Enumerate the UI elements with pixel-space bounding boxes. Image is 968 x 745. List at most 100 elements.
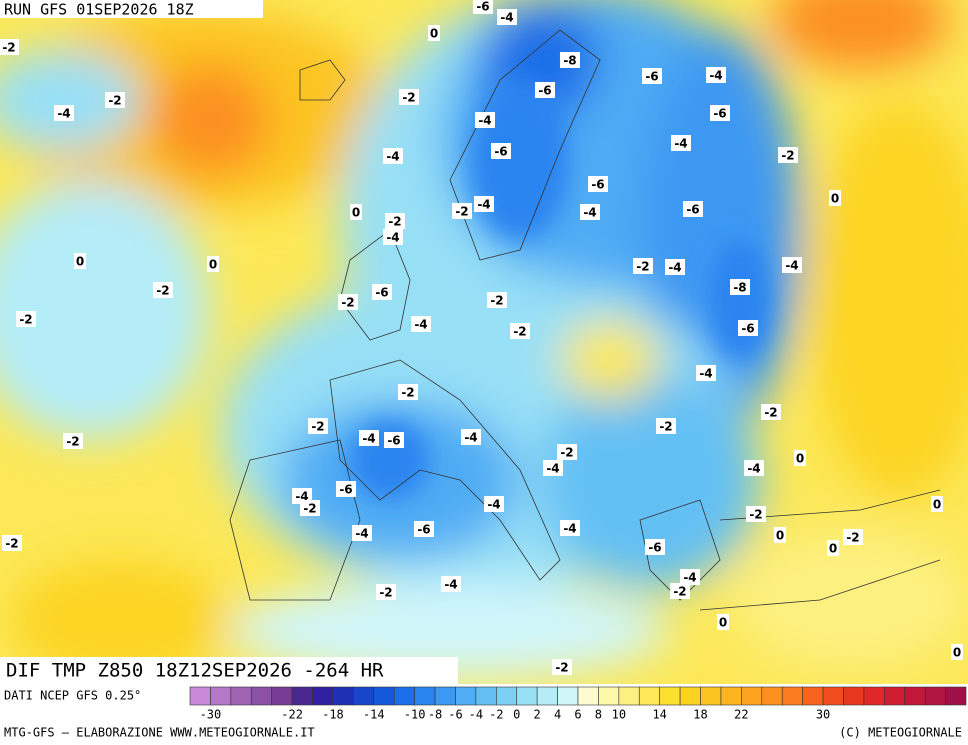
colorbar-tick-label: -22 (281, 708, 303, 722)
contour-label: -4 (386, 231, 399, 245)
contour-label: 0 (953, 646, 961, 660)
label-bg (633, 258, 653, 274)
colorbar-swatch (781, 686, 803, 706)
contour-label: -4 (563, 522, 576, 536)
colorbar-swatch (210, 686, 232, 706)
label-bg (2, 535, 22, 551)
contour-label: 0 (209, 258, 217, 272)
label-bg (352, 525, 372, 541)
contour-label: -2 (108, 94, 121, 108)
contour-label: -6 (686, 203, 699, 217)
colorbar-swatch (393, 686, 415, 706)
colorbar-swatch (945, 686, 967, 706)
label-bg (398, 384, 418, 400)
contour-label: -2 (379, 586, 392, 600)
label-bg (497, 9, 517, 25)
label-bg (384, 432, 404, 448)
label-bg (794, 450, 806, 466)
colorbar-swatch (189, 686, 211, 706)
label-bg (588, 176, 608, 192)
colorbar-swatch (332, 686, 354, 706)
contour-label: -2 (156, 284, 169, 298)
contour-label: -4 (709, 69, 722, 83)
label-bg (16, 311, 36, 327)
colorbar-swatch (291, 686, 313, 706)
label-bg (951, 644, 963, 660)
contour-label: -2 (341, 296, 354, 310)
label-bg (399, 89, 419, 105)
label-bg (105, 92, 125, 108)
contour-label: -2 (560, 446, 573, 460)
colorbar-swatch (924, 686, 946, 706)
colorbar-swatch (496, 686, 518, 706)
colorbar-tick-label: 0 (513, 708, 520, 722)
contour-label: -4 (444, 578, 457, 592)
colorbar-swatch (434, 686, 456, 706)
colorbar-swatch (884, 686, 906, 706)
label-bg (484, 496, 504, 512)
label-bg (543, 460, 563, 476)
colorbar-swatch (577, 686, 599, 706)
label-bg (671, 135, 691, 151)
colorbar-tick-label: -18 (322, 708, 344, 722)
label-bg (560, 52, 580, 68)
colorbar: -30 -22 -18 -14 -10 -8 -6 -4 -2 0 2 4 6 8 10 14 18 22 30 (189, 686, 967, 722)
contour-label: -4 (668, 261, 681, 275)
label-bg (670, 583, 690, 599)
contour-label: -6 (538, 84, 551, 98)
colorbar-swatch (802, 686, 824, 706)
label-bg (710, 105, 730, 121)
contour-label: -2 (555, 661, 568, 675)
contour-label: -4 (674, 137, 687, 151)
contour-label: -2 (781, 149, 794, 163)
contour-label: -4 (546, 462, 559, 476)
colorbar-tick-label: -14 (363, 708, 385, 722)
contour-label: -2 (402, 91, 415, 105)
colorbar-swatch (414, 686, 436, 706)
colorbar-tick-label: -2 (489, 708, 503, 722)
label-bg (473, 0, 493, 14)
contour-label: -2 (659, 420, 672, 434)
label-bg (827, 540, 839, 556)
contour-label: -2 (846, 531, 859, 545)
contour-label: 0 (796, 452, 804, 466)
label-bg (153, 282, 173, 298)
colorbar-tick-label: -6 (448, 708, 462, 722)
contour-label: -6 (494, 145, 507, 159)
colorbar-swatch (822, 686, 844, 706)
contour-label: 0 (76, 255, 84, 269)
colorbar-swatch (843, 686, 865, 706)
label-bg (778, 147, 798, 163)
label-bg (308, 418, 328, 434)
contour-label: -2 (513, 325, 526, 339)
colorbar-swatch (516, 686, 538, 706)
label-bg (782, 257, 802, 273)
run-box (0, 0, 263, 18)
colorbar-tick-label: 8 (595, 708, 602, 722)
label-bg (300, 500, 320, 516)
colorbar-swatch (271, 686, 293, 706)
colorbar-tick-label: 10 (612, 708, 626, 722)
contour-label: -6 (476, 0, 489, 14)
label-bg (491, 143, 511, 159)
contour-label: -6 (375, 286, 388, 300)
label-bg (656, 418, 676, 434)
contour-label: -2 (764, 406, 777, 420)
contour-label: -2 (311, 420, 324, 434)
contour-label: -2 (749, 508, 762, 522)
label-bg (738, 320, 758, 336)
colorbar-tick-label: 30 (816, 708, 830, 722)
colorbar-tick-label: 18 (693, 708, 707, 722)
contour-label: 0 (352, 206, 360, 220)
contour-label: -2 (673, 585, 686, 599)
contour-label: -4 (57, 107, 70, 121)
label-bg (359, 430, 379, 446)
colorbar-tick-label: 4 (554, 708, 561, 722)
label-bg (428, 25, 440, 41)
colorbar-swatch (250, 686, 272, 706)
colorbar-swatch (536, 686, 558, 706)
label-bg (487, 292, 507, 308)
label-bg (510, 323, 530, 339)
